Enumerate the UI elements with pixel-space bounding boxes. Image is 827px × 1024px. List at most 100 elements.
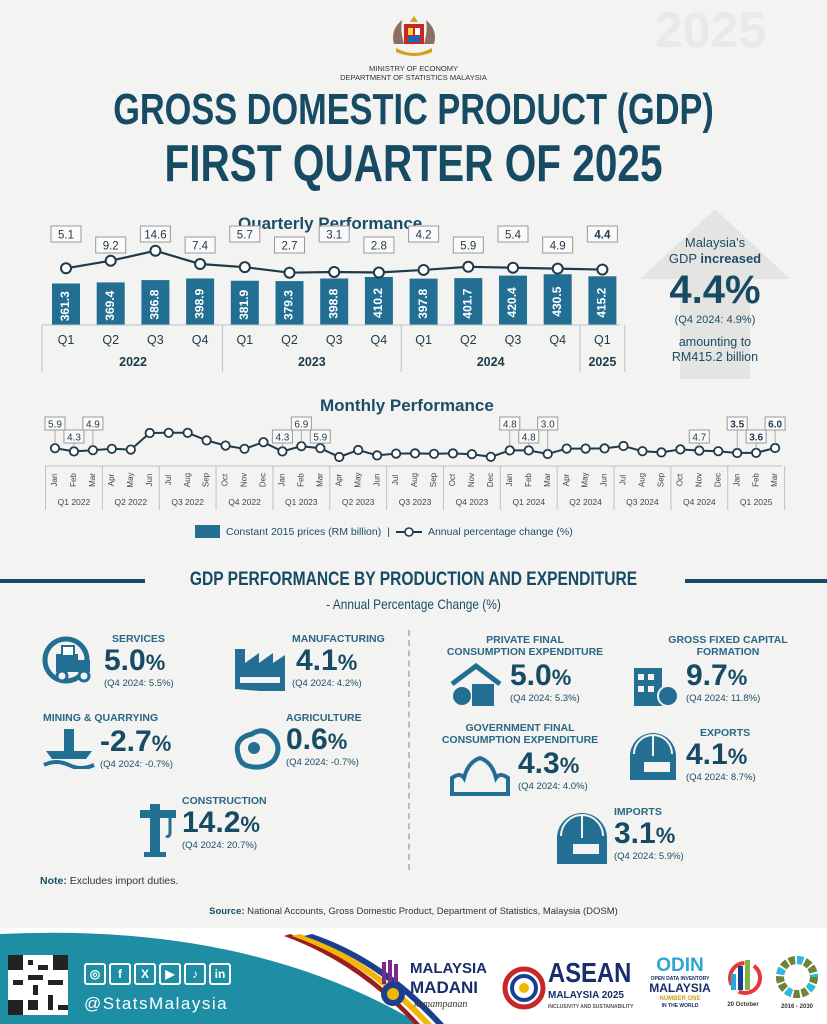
monthly-point <box>277 446 288 457</box>
monthly-label-box <box>537 416 559 431</box>
monthly-point <box>390 448 402 459</box>
quarterly-bar <box>320 278 349 325</box>
note: Note: Excludes import duties. <box>40 875 179 887</box>
tiktok-icon[interactable]: ♪ <box>184 963 206 985</box>
monthly-point-label: 6.0 <box>768 420 782 431</box>
stat-private-consumption-labels: PRIVATE FINAL CONSUMPTION EXPENDITURE <box>440 634 610 658</box>
quarterly-bar <box>275 281 304 325</box>
quarterly-bar <box>454 278 483 325</box>
monthly-tick-label: Sep <box>429 472 438 487</box>
charts-canvas: 361.3 369.4 386.8 398.9 381.9 379.3 398.8 410.2… <box>41 225 786 510</box>
stat-value: 0.6% <box>286 723 348 756</box>
page-title: GROSS DOMESTIC PRODUCT (GDP) <box>113 85 714 134</box>
monthly-group-label: Q3 2022 <box>171 497 204 507</box>
stat-previous: (Q4 2024: -0.7%) <box>100 759 173 770</box>
qr-code[interactable] <box>8 955 68 1015</box>
quarterly-year-label: 2023 <box>298 355 326 369</box>
monthly-tick-label: Jan <box>50 474 59 487</box>
legend-separator: | <box>387 525 390 538</box>
quarterly-point <box>551 262 564 275</box>
quarterly-tick-label: Q3 <box>147 333 164 347</box>
quarterly-bar <box>499 275 527 325</box>
monthly-point <box>315 443 326 454</box>
monthly-tick-label: Jun <box>600 474 609 487</box>
stat-gfcf: 9.7% (Q4 2024: 11.8%) <box>686 660 760 704</box>
government-building-icon <box>450 756 510 796</box>
monthly-tick-label: Oct <box>675 473 684 486</box>
quarterly-label-box <box>408 225 440 243</box>
monthly-tick-label: May <box>353 472 362 487</box>
section-subtitle: - Annual Percentage Change (%) <box>326 596 501 612</box>
monthly-tick-label: Feb <box>296 473 305 487</box>
stat-previous: (Q4 2024: -0.7%) <box>286 757 359 768</box>
quarterly-point-label: 5.7 <box>237 230 253 242</box>
globe-truck-import-icon <box>557 813 607 864</box>
monthly-point-label: 6.9 <box>294 420 308 431</box>
monthly-tick-label: Dec <box>486 473 495 487</box>
qr-code-icon <box>8 955 68 1015</box>
monthly-label-box <box>688 429 710 444</box>
x-icon[interactable]: X <box>134 963 156 985</box>
quarterly-bar <box>230 280 259 325</box>
monthly-tick-label: Aug <box>638 473 647 487</box>
instagram-icon[interactable]: ◎ <box>84 963 106 985</box>
linkedin-icon[interactable]: in <box>209 963 231 985</box>
stat-government-consumption: 4.3% (Q4 2024: 4.0%) <box>518 748 588 792</box>
stat-label: GROSS FIXED CAPITAL <box>668 634 788 646</box>
stat-previous: (Q4 2024: 11.8%) <box>686 693 761 704</box>
quarterly-label-box <box>274 236 305 254</box>
monthly-label-box <box>271 429 293 444</box>
source: Source: National Accounts, Gross Domesti… <box>209 906 618 917</box>
monthly-tick-label: Mar <box>315 473 324 487</box>
stat-mining: -2.7% (Q4 2024: -0.7%) <box>100 726 173 770</box>
facebook-icon[interactable]: f <box>109 963 131 985</box>
monthly-tick-label: Apr <box>562 473 571 486</box>
quarterly-point <box>283 266 296 279</box>
quarterly-point <box>104 254 117 267</box>
monthly-group-label: Q1 2023 <box>285 497 318 507</box>
monthly-point <box>239 443 250 454</box>
section-rule-left <box>0 579 145 583</box>
quarterly-tick-label: Q3 <box>326 333 343 347</box>
monthly-tick-label: Mar <box>543 473 552 487</box>
monthly-chart-title: Monthly Performance <box>320 396 494 415</box>
quarterly-label-box <box>452 236 484 254</box>
quarterly-tick-label: Q1 <box>594 333 611 347</box>
monthly-tick-label: Mar <box>88 473 97 487</box>
section-title: GDP PERFORMANCE BY PRODUCTION AND EXPEND… <box>189 569 638 590</box>
monthly-tick-label: Apr <box>107 473 116 486</box>
stat-previous: (Q4 2024: 5.3%) <box>510 693 580 704</box>
social-handle[interactable]: @StatsMalaysia <box>84 994 229 1013</box>
stat-construction: CONSTRUCTION 14.2% (Q4 2024: 20.7%) <box>182 795 267 851</box>
logo-odin: ODIN OPEN DATA INVENTORY MALAYSIA NUMBER… <box>645 956 715 1010</box>
odin-line-3: MALAYSIA <box>649 981 711 995</box>
monthly-tick-label: Aug <box>183 473 192 487</box>
highlight-value: 4.4% <box>669 268 761 312</box>
logo-world-statistics-day: 20 October <box>720 956 766 1009</box>
monthly-point <box>504 445 515 456</box>
quarterly-point <box>238 261 251 274</box>
monthly-tick-label: Jun <box>145 474 154 487</box>
monthly-point <box>372 450 383 461</box>
stat-previous: (Q4 2024: 20.7%) <box>182 840 257 851</box>
monthly-point <box>220 440 231 451</box>
youtube-icon[interactable]: ▶ <box>159 963 181 985</box>
quarterly-point <box>60 262 72 275</box>
stat-label: PRIVATE FINAL <box>486 634 564 646</box>
monthly-point <box>68 446 80 457</box>
legend-line-marker-icon <box>395 526 422 537</box>
monthly-group-label: Q1 2025 <box>740 497 773 507</box>
stat-value: 5.0% <box>104 644 166 677</box>
monthly-tick-label: Jun <box>372 474 381 487</box>
monthly-point <box>637 446 648 457</box>
monthly-point-label: 4.8 <box>522 433 536 444</box>
factory-icon <box>235 649 285 691</box>
quarterly-bar <box>543 274 572 325</box>
monthly-point <box>447 448 459 459</box>
madani-line-1: MALAYSIA <box>410 960 487 977</box>
gdp-highlight: Malaysia's GDP increased 4.4% (Q4 2024: … <box>630 209 800 379</box>
sdg-label: 2016 - 2030 <box>780 1004 814 1010</box>
monthly-point-label: 4.3 <box>67 433 81 444</box>
stat-label: SERVICES <box>112 633 165 645</box>
stat-gfcf-labels: GROSS FIXED CAPITAL FORMATION <box>648 634 808 658</box>
